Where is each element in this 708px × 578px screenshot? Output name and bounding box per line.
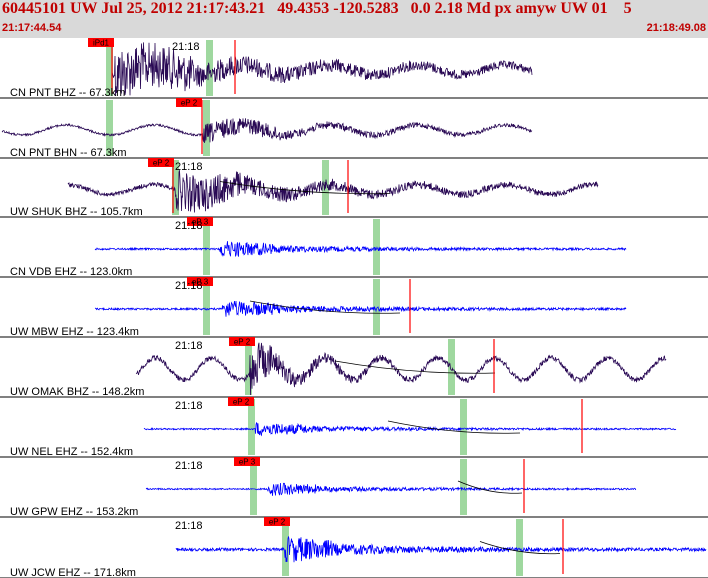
phase-window xyxy=(172,160,179,215)
waveform xyxy=(67,170,599,213)
trace-panels: iPd1 21:18 CN PNT BHZ -- 67.3km eP 2 CN PNT … xyxy=(0,38,708,578)
trace-panel[interactable]: eP 2 21:18 UW OMAK BHZ -- 148.2km xyxy=(0,337,708,398)
phase-window xyxy=(245,339,252,395)
event-header: 60445101 UW Jul 25, 2012 21:17:43.21 49.… xyxy=(0,0,708,38)
pick-label-box xyxy=(229,337,255,346)
time-mark: 21:18 xyxy=(175,161,203,173)
pick-label-box xyxy=(234,457,260,466)
pick-label: eP 2 xyxy=(269,518,286,527)
coda-curve xyxy=(219,181,391,195)
trace-panel[interactable]: eP 321:18 UW MBW EHZ -- 123.4km xyxy=(0,277,708,338)
coda-curve xyxy=(334,360,496,374)
pick-label-box xyxy=(187,217,213,226)
pick-label: eP 3 xyxy=(239,458,256,467)
phase-window xyxy=(203,219,210,275)
phase-window xyxy=(460,399,467,455)
phase-window xyxy=(373,219,380,275)
station-label: UW GPW EHZ -- 153.2km xyxy=(10,506,138,518)
waveform xyxy=(135,342,667,396)
phase-window xyxy=(250,459,257,515)
trace-panel[interactable]: iPd1 21:18 CN PNT BHZ -- 67.3km xyxy=(0,38,708,99)
time-mark: 21:18 xyxy=(175,280,203,292)
event-title: 60445101 UW Jul 25, 2012 21:17:43.21 49.… xyxy=(2,0,632,17)
window-start-time: 21:17:44.54 xyxy=(2,22,62,34)
coda-curve xyxy=(479,541,561,555)
station-label: CN PNT BHZ -- 67.3km xyxy=(10,87,125,99)
phase-window xyxy=(282,519,289,576)
trace-panel[interactable]: eP 2 CN PNT BHN -- 67.3km xyxy=(0,98,708,159)
coda-curve xyxy=(387,420,521,434)
phase-window xyxy=(373,279,380,335)
phase-window xyxy=(460,459,467,515)
pick-label: eP 2 xyxy=(233,398,250,407)
pick-label-box xyxy=(264,517,290,526)
phase-window xyxy=(106,100,113,156)
time-mark: 21:18 xyxy=(175,220,203,232)
trace-panel[interactable]: eP 2 21:18 UW NEL EHZ -- 152.4km xyxy=(0,397,708,458)
station-label: UW JCW EHZ -- 171.8km xyxy=(10,567,136,578)
time-mark: 21:18 xyxy=(172,41,200,53)
pick-label: eP 2 xyxy=(153,159,170,168)
waveform xyxy=(94,300,627,317)
time-mark: 21:18 xyxy=(175,520,203,532)
waveform xyxy=(143,422,677,437)
waveform xyxy=(111,42,533,97)
pick-label: eP 2 xyxy=(181,99,198,108)
pick-label-box xyxy=(176,98,202,107)
pick-label-box xyxy=(228,397,254,406)
trace-panel[interactable]: eP 3 21:18 UW GPW EHZ -- 153.2km xyxy=(0,457,708,518)
waveform xyxy=(145,482,637,496)
station-label: UW SHUK BHZ -- 105.7km xyxy=(10,206,143,218)
window-end-time: 21:18:49.08 xyxy=(646,22,706,34)
pick-label-box xyxy=(187,277,213,286)
time-mark: 21:18 xyxy=(175,400,203,412)
station-label: UW MBW EHZ -- 123.4km xyxy=(10,326,139,338)
pick-label: eP 3 xyxy=(192,278,209,287)
station-label: UW NEL EHZ -- 152.4km xyxy=(10,446,133,458)
waveform xyxy=(94,241,627,258)
phase-window xyxy=(203,279,210,335)
phase-window xyxy=(106,40,113,96)
coda-curve xyxy=(249,300,401,314)
pick-label-box xyxy=(148,158,174,167)
waveform xyxy=(175,536,707,563)
station-label: CN VDB EHZ -- 123.0km xyxy=(10,266,132,278)
time-mark: 21:18 xyxy=(175,340,203,352)
waveform xyxy=(1,118,533,143)
pick-label: eP 3 xyxy=(192,218,209,227)
pick-label-box xyxy=(88,38,114,47)
pick-label: iPd1 xyxy=(93,39,110,48)
time-mark: 21:18 xyxy=(175,460,203,472)
station-label: CN PNT BHN -- 67.3km xyxy=(10,147,127,159)
trace-panel[interactable]: eP 2 21:18 UW JCW EHZ -- 171.8km xyxy=(0,517,708,578)
phase-window xyxy=(448,339,455,395)
phase-window xyxy=(248,399,255,455)
trace-panel[interactable]: eP 321:18 CN VDB EHZ -- 123.0km xyxy=(0,217,708,278)
pick-label: eP 2 xyxy=(234,338,251,347)
station-label: UW OMAK BHZ -- 148.2km xyxy=(10,386,144,398)
trace-panel[interactable]: eP 2 21:18 UW SHUK BHZ -- 105.7km xyxy=(0,158,708,218)
coda-curve xyxy=(457,480,523,494)
phase-window xyxy=(516,519,523,576)
